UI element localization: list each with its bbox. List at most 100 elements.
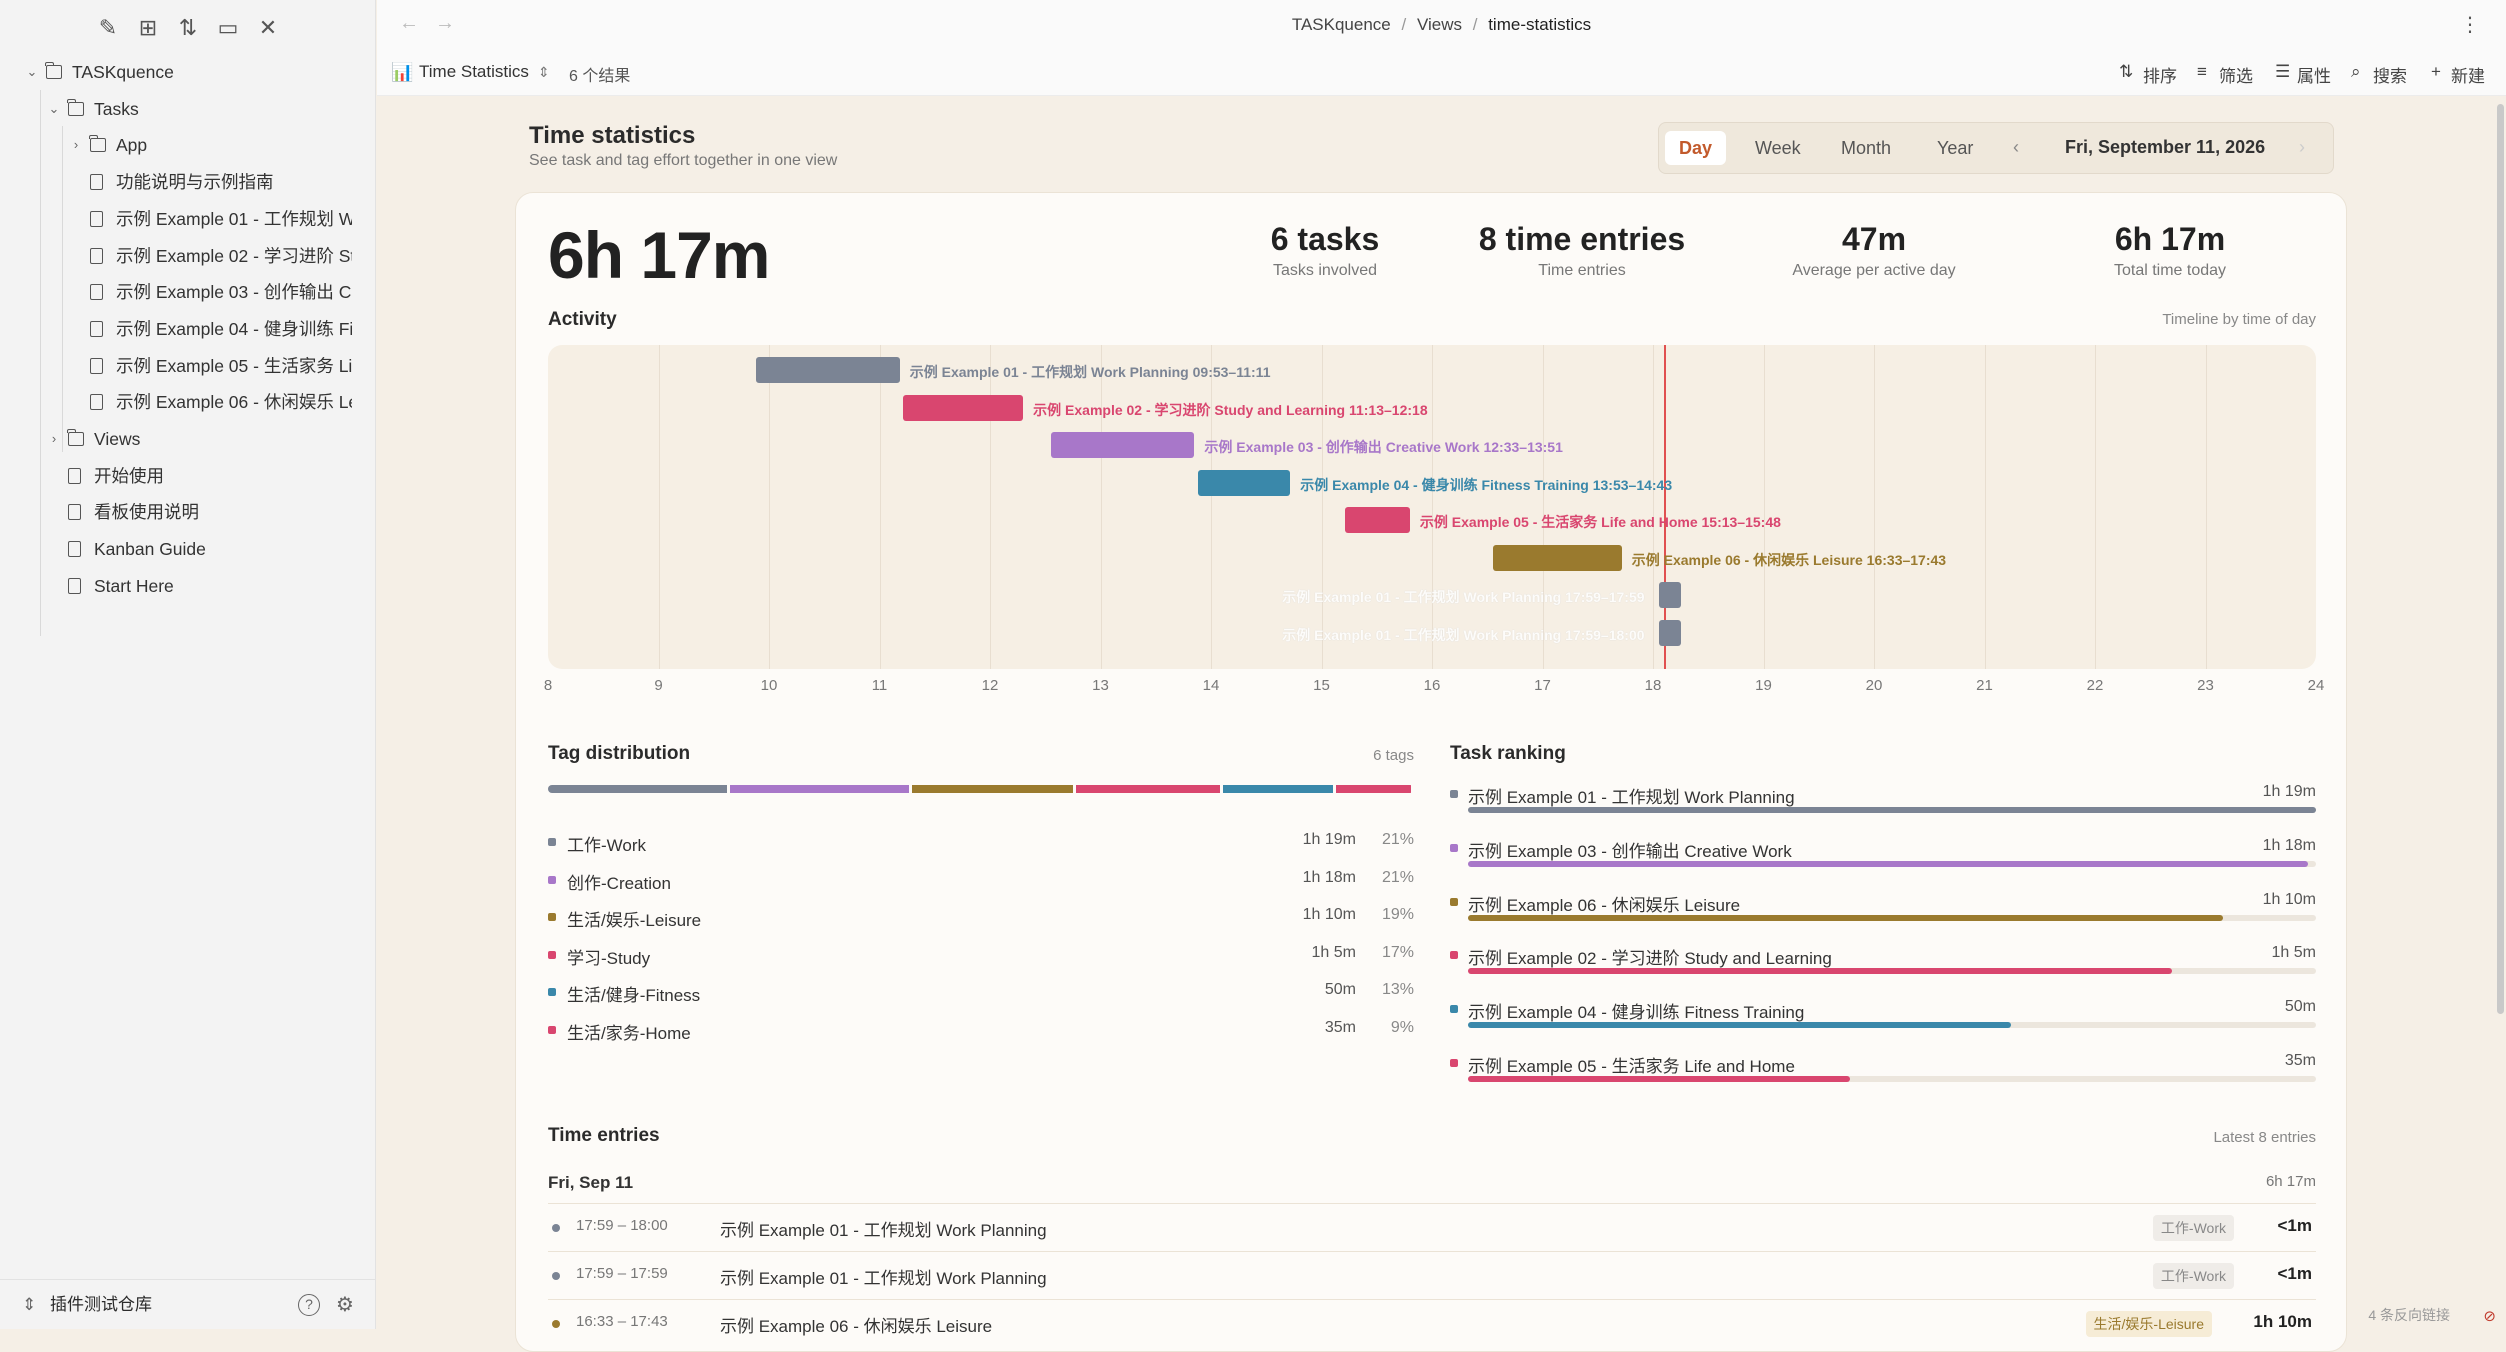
chevron-right-icon[interactable]: › — [73, 137, 79, 153]
tag-distribution-bar — [548, 785, 1414, 793]
tag-row[interactable]: 生活/娱乐-Leisure 1h 10m 19% — [548, 906, 1414, 930]
timeline-bar[interactable] — [1345, 507, 1410, 533]
timeline-bar[interactable] — [1658, 582, 1681, 608]
time-entry-row[interactable]: 17:59 – 17:59 示例 Example 01 - 工作规划 Work P… — [548, 1251, 2316, 1299]
properties-button[interactable]: 属性 — [2297, 67, 2331, 86]
sort-icon[interactable]: ⇅ — [2119, 62, 2134, 81]
tree-item-label: Kanban Guide — [94, 539, 206, 560]
time-entry-row[interactable]: 16:33 – 17:43 示例 Example 06 - 休闲娱乐 Leisur… — [548, 1299, 2316, 1347]
tree-file[interactable]: Start Here — [0, 568, 376, 604]
filter-button[interactable]: 筛选 — [2219, 67, 2253, 86]
filter-icon[interactable]: ≡ — [2197, 62, 2207, 81]
collapse-all-icon[interactable]: ▭ — [217, 15, 239, 40]
timeline-bar[interactable] — [1198, 469, 1291, 496]
tree-file[interactable]: 示例 Example 04 - 健身训练 Fitnes — [0, 311, 376, 347]
statistics-card: 6h 17m 6 tasks Tasks involved 8 time ent… — [515, 192, 2347, 1352]
activity-title: Activity — [548, 309, 617, 330]
search-icon[interactable]: ⌕ — [2351, 62, 2361, 81]
tag-distribution-title: Tag distribution — [548, 743, 691, 764]
tag-segment[interactable] — [729, 785, 909, 793]
timeline-tick-label: 23 — [2197, 677, 2214, 694]
ranking-row[interactable]: 示例 Example 05 - 生活家务 Life and Home 35m — [1450, 1052, 2316, 1092]
chevron-down-icon[interactable]: ⌄ — [26, 64, 38, 79]
new-note-icon[interactable]: ✎ — [98, 15, 118, 40]
vault-switcher[interactable]: ⇕ 插件测试仓库 ? ⚙ — [0, 1279, 376, 1329]
timeline-bar[interactable] — [903, 394, 1024, 421]
settings-gear-icon[interactable]: ⚙ — [336, 1294, 354, 1316]
task-color-dot — [1450, 951, 1458, 960]
entry-task-name[interactable]: 示例 Example 01 - 工作规划 Work Planning — [720, 1221, 1047, 1240]
tree-file[interactable]: 示例 Example 02 - 学习进阶 Study — [0, 238, 376, 274]
current-date[interactable]: Fri, September 11, 2026 — [2065, 137, 2266, 157]
tag-row[interactable]: 学习-Study 1h 5m 17% — [548, 944, 1414, 968]
tree-folder[interactable]: ⌄ TASKquence — [0, 54, 376, 90]
tree-file[interactable]: 功能说明与示例指南 — [0, 164, 376, 200]
back-arrow-icon[interactable]: ← — [399, 12, 419, 34]
chevron-down-icon[interactable]: ⌄ — [48, 100, 60, 116]
task-name: 示例 Example 05 - 生活家务 Life and Home — [1468, 1057, 1795, 1076]
task-duration: 1h 5m — [2271, 944, 2316, 962]
prev-date-icon[interactable]: ‹ — [2013, 137, 2019, 157]
timeline-bar[interactable] — [756, 357, 900, 383]
sort-icon[interactable]: ⇅ — [178, 15, 198, 40]
timeline-bar[interactable] — [1658, 619, 1681, 646]
plus-icon[interactable]: + — [2431, 62, 2441, 81]
tag-segment[interactable] — [911, 785, 1074, 793]
sort-button[interactable]: 排序 — [2143, 67, 2177, 86]
more-options-icon[interactable]: ⋮ — [2460, 14, 2480, 36]
tree-folder[interactable]: › Views — [0, 421, 376, 457]
close-icon[interactable]: ✕ — [258, 15, 278, 40]
chevron-right-icon[interactable]: › — [51, 431, 57, 446]
ranking-row[interactable]: 示例 Example 04 - 健身训练 Fitness Training 50m — [1450, 998, 2316, 1038]
search-button[interactable]: 搜索 — [2373, 67, 2407, 86]
tree-file[interactable]: 示例 Example 01 - 工作规划 Work — [0, 201, 376, 237]
timeline-bar[interactable] — [1492, 544, 1622, 571]
entry-tag-badge[interactable]: 工作-Work — [2152, 1263, 2234, 1289]
entry-task-name[interactable]: 示例 Example 06 - 休闲娱乐 Leisure — [720, 1317, 993, 1336]
tree-folder[interactable]: ⌄ Tasks — [0, 91, 376, 127]
forward-arrow-icon[interactable]: → — [435, 12, 455, 34]
entry-tag-badge[interactable]: 生活/娱乐-Leisure — [2085, 1311, 2212, 1337]
tag-row[interactable]: 创作-Creation 1h 18m 21% — [548, 869, 1414, 893]
tree-folder[interactable]: › App — [0, 127, 376, 163]
tag-row[interactable]: 生活/健身-Fitness 50m 13% — [548, 981, 1414, 1005]
period-year-tab[interactable]: Year — [1937, 138, 1974, 158]
ranking-row[interactable]: 示例 Example 03 - 创作输出 Creative Work 1h 18m — [1450, 837, 2316, 877]
breadcrumb-current[interactable]: time-statistics — [1488, 15, 1592, 34]
backlinks-count[interactable]: 4 条反向链接 — [2368, 1305, 2450, 1325]
timeline-bar[interactable] — [1050, 432, 1195, 458]
tag-segment[interactable] — [548, 785, 727, 793]
tag-row[interactable]: 生活/家务-Home 35m 9% — [548, 1019, 1414, 1043]
next-date-icon[interactable]: › — [2299, 137, 2305, 157]
entry-task-name[interactable]: 示例 Example 01 - 工作规划 Work Planning — [720, 1269, 1047, 1288]
help-icon[interactable]: ? — [298, 1294, 320, 1316]
tree-file[interactable]: Kanban Guide — [0, 531, 376, 567]
tag-segment[interactable] — [1336, 785, 1411, 793]
tag-row[interactable]: 工作-Work 1h 19m 21% — [548, 831, 1414, 855]
tree-file[interactable]: 看板使用说明 — [0, 494, 376, 530]
timeline-tick-label: 10 — [760, 677, 778, 694]
period-week-tab[interactable]: Week — [1755, 138, 1801, 158]
tree-file[interactable]: 示例 Example 05 - 生活家务 Life a — [0, 348, 376, 384]
tree-file[interactable]: 开始使用 — [0, 458, 376, 494]
view-selector[interactable]: Time Statistics — [419, 62, 529, 81]
new-button[interactable]: 新建 — [2451, 67, 2485, 86]
tag-segment[interactable] — [1223, 785, 1334, 793]
tree-file[interactable]: 示例 Example 06 - 休闲娱乐 Leisur — [0, 384, 376, 420]
pin-icon[interactable]: ⊘ — [2483, 1308, 2496, 1325]
tag-segment[interactable] — [1076, 785, 1221, 793]
breadcrumb-item[interactable]: Views — [1416, 15, 1462, 34]
new-folder-icon[interactable]: ⊞ — [138, 15, 158, 40]
properties-icon[interactable]: ☰ — [2275, 62, 2291, 81]
ranking-row[interactable]: 示例 Example 02 - 学习进阶 Study and Learning 1… — [1450, 944, 2316, 984]
entry-tag-badge[interactable]: 工作-Work — [2152, 1215, 2234, 1241]
time-entry-row[interactable]: 17:59 – 18:00 示例 Example 01 - 工作规划 Work P… — [548, 1203, 2316, 1251]
ranking-row[interactable]: 示例 Example 06 - 休闲娱乐 Leisure 1h 10m — [1450, 891, 2316, 931]
tree-file[interactable]: 示例 Example 03 - 创作输出 Creati — [0, 274, 376, 310]
ranking-row[interactable]: 示例 Example 01 - 工作规划 Work Planning 1h 19m — [1450, 783, 2316, 823]
period-month-tab[interactable]: Month — [1841, 138, 1892, 158]
chevron-updown-icon[interactable]: ⇕ — [538, 64, 550, 80]
scrollbar[interactable] — [2497, 104, 2504, 1014]
period-day-tab[interactable]: Day — [1665, 131, 1727, 165]
breadcrumb-item[interactable]: TASKquence — [1291, 15, 1391, 34]
